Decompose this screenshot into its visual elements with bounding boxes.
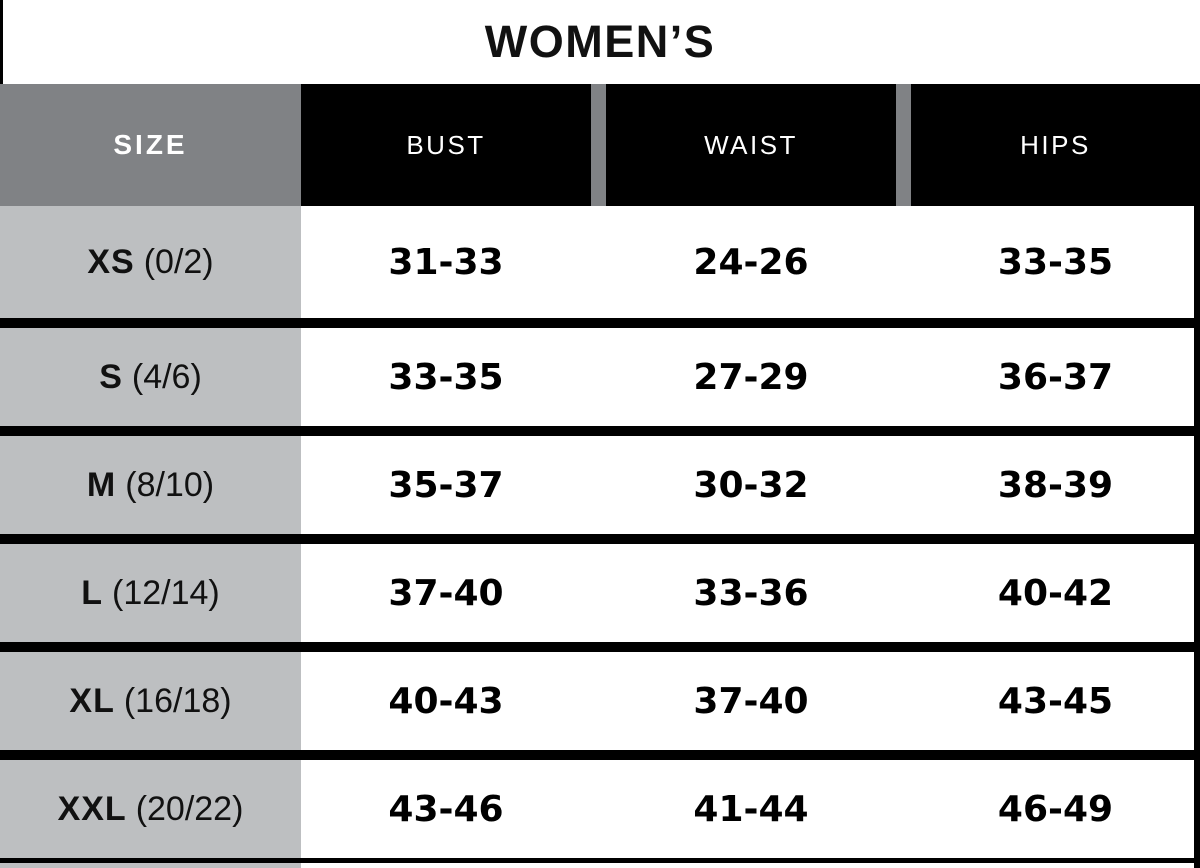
- hips-value: 36-37: [911, 328, 1200, 426]
- row-divider: [0, 642, 1200, 652]
- column-gap: [591, 206, 606, 318]
- size-cell: XXL (20/22): [0, 760, 301, 858]
- chart-title: WOMEN’S: [484, 16, 716, 67]
- data-area-stub: [301, 863, 1200, 868]
- size-cell: L (12/14): [0, 544, 301, 642]
- size-abbr: XL: [69, 681, 115, 720]
- size-abbr: L: [81, 573, 104, 612]
- size-cell: S (4/6): [0, 328, 301, 426]
- table-row-xs: XS (0/2) 31-33 24-26 33-35: [0, 206, 1200, 318]
- bust-value: 35-37: [301, 436, 591, 534]
- column-header-waist: WAIST: [606, 84, 896, 206]
- size-detail: (20/22): [135, 789, 244, 828]
- column-gap: [591, 328, 606, 426]
- table-row-l: L (12/14) 37-40 33-36 40-42: [0, 544, 1200, 642]
- hips-value: 38-39: [911, 436, 1200, 534]
- waist-value: 41-44: [606, 760, 896, 858]
- row-divider: [0, 750, 1200, 760]
- header-gap: [591, 84, 606, 206]
- size-detail: (4/6): [131, 357, 202, 396]
- column-header-bust: BUST: [301, 84, 591, 206]
- table-row-xl: XL (16/18) 40-43 37-40 43-45: [0, 652, 1200, 750]
- hips-value: 40-42: [911, 544, 1200, 642]
- cutoff-row-stub: [0, 863, 1200, 868]
- size-detail: (0/2): [143, 242, 214, 281]
- row-divider: [0, 318, 1200, 328]
- column-gap: [896, 652, 911, 750]
- hips-value: 46-49: [911, 760, 1200, 858]
- size-abbr: M: [86, 465, 117, 504]
- size-abbr: XXL: [57, 789, 127, 828]
- column-gap: [896, 328, 911, 426]
- size-detail: (12/14): [112, 573, 220, 612]
- column-gap: [591, 760, 606, 858]
- waist-value: 24-26: [606, 206, 896, 318]
- size-column-stub: [0, 863, 301, 868]
- column-gap: [896, 206, 911, 318]
- left-border-line: [0, 0, 3, 84]
- table-header-row: SIZE BUST WAIST HIPS: [0, 84, 1200, 206]
- size-detail: (16/18): [123, 681, 232, 720]
- title-bar: WOMEN’S: [0, 0, 1200, 84]
- bust-value: 43-46: [301, 760, 591, 858]
- bust-value: 37-40: [301, 544, 591, 642]
- column-header-size: SIZE: [0, 84, 301, 206]
- size-abbr: XS: [87, 242, 135, 281]
- column-header-hips: HIPS: [911, 84, 1200, 206]
- column-gap: [591, 652, 606, 750]
- waist-value: 37-40: [606, 652, 896, 750]
- bust-value: 40-43: [301, 652, 591, 750]
- size-abbr: S: [99, 357, 123, 396]
- size-detail: (8/10): [125, 465, 215, 504]
- column-gap: [591, 544, 606, 642]
- table-row-xxl: XXL (20/22) 43-46 41-44 46-49: [0, 760, 1200, 858]
- row-divider: [0, 426, 1200, 436]
- size-cell: M (8/10): [0, 436, 301, 534]
- right-border-line: [1194, 84, 1200, 868]
- waist-value: 30-32: [606, 436, 896, 534]
- size-cell: XL (16/18): [0, 652, 301, 750]
- table-row-s: S (4/6) 33-35 27-29 36-37: [0, 328, 1200, 426]
- waist-value: 33-36: [606, 544, 896, 642]
- hips-value: 43-45: [911, 652, 1200, 750]
- bust-value: 31-33: [301, 206, 591, 318]
- row-divider: [0, 534, 1200, 544]
- column-gap: [591, 436, 606, 534]
- table-row-m: M (8/10) 35-37 30-32 38-39: [0, 436, 1200, 534]
- column-gap: [896, 544, 911, 642]
- column-gap: [896, 436, 911, 534]
- bottom-divider: [0, 858, 1200, 863]
- column-gap: [896, 760, 911, 858]
- bust-value: 33-35: [301, 328, 591, 426]
- size-cell: XS (0/2): [0, 206, 301, 318]
- header-gap: [896, 84, 911, 206]
- hips-value: 33-35: [911, 206, 1200, 318]
- waist-value: 27-29: [606, 328, 896, 426]
